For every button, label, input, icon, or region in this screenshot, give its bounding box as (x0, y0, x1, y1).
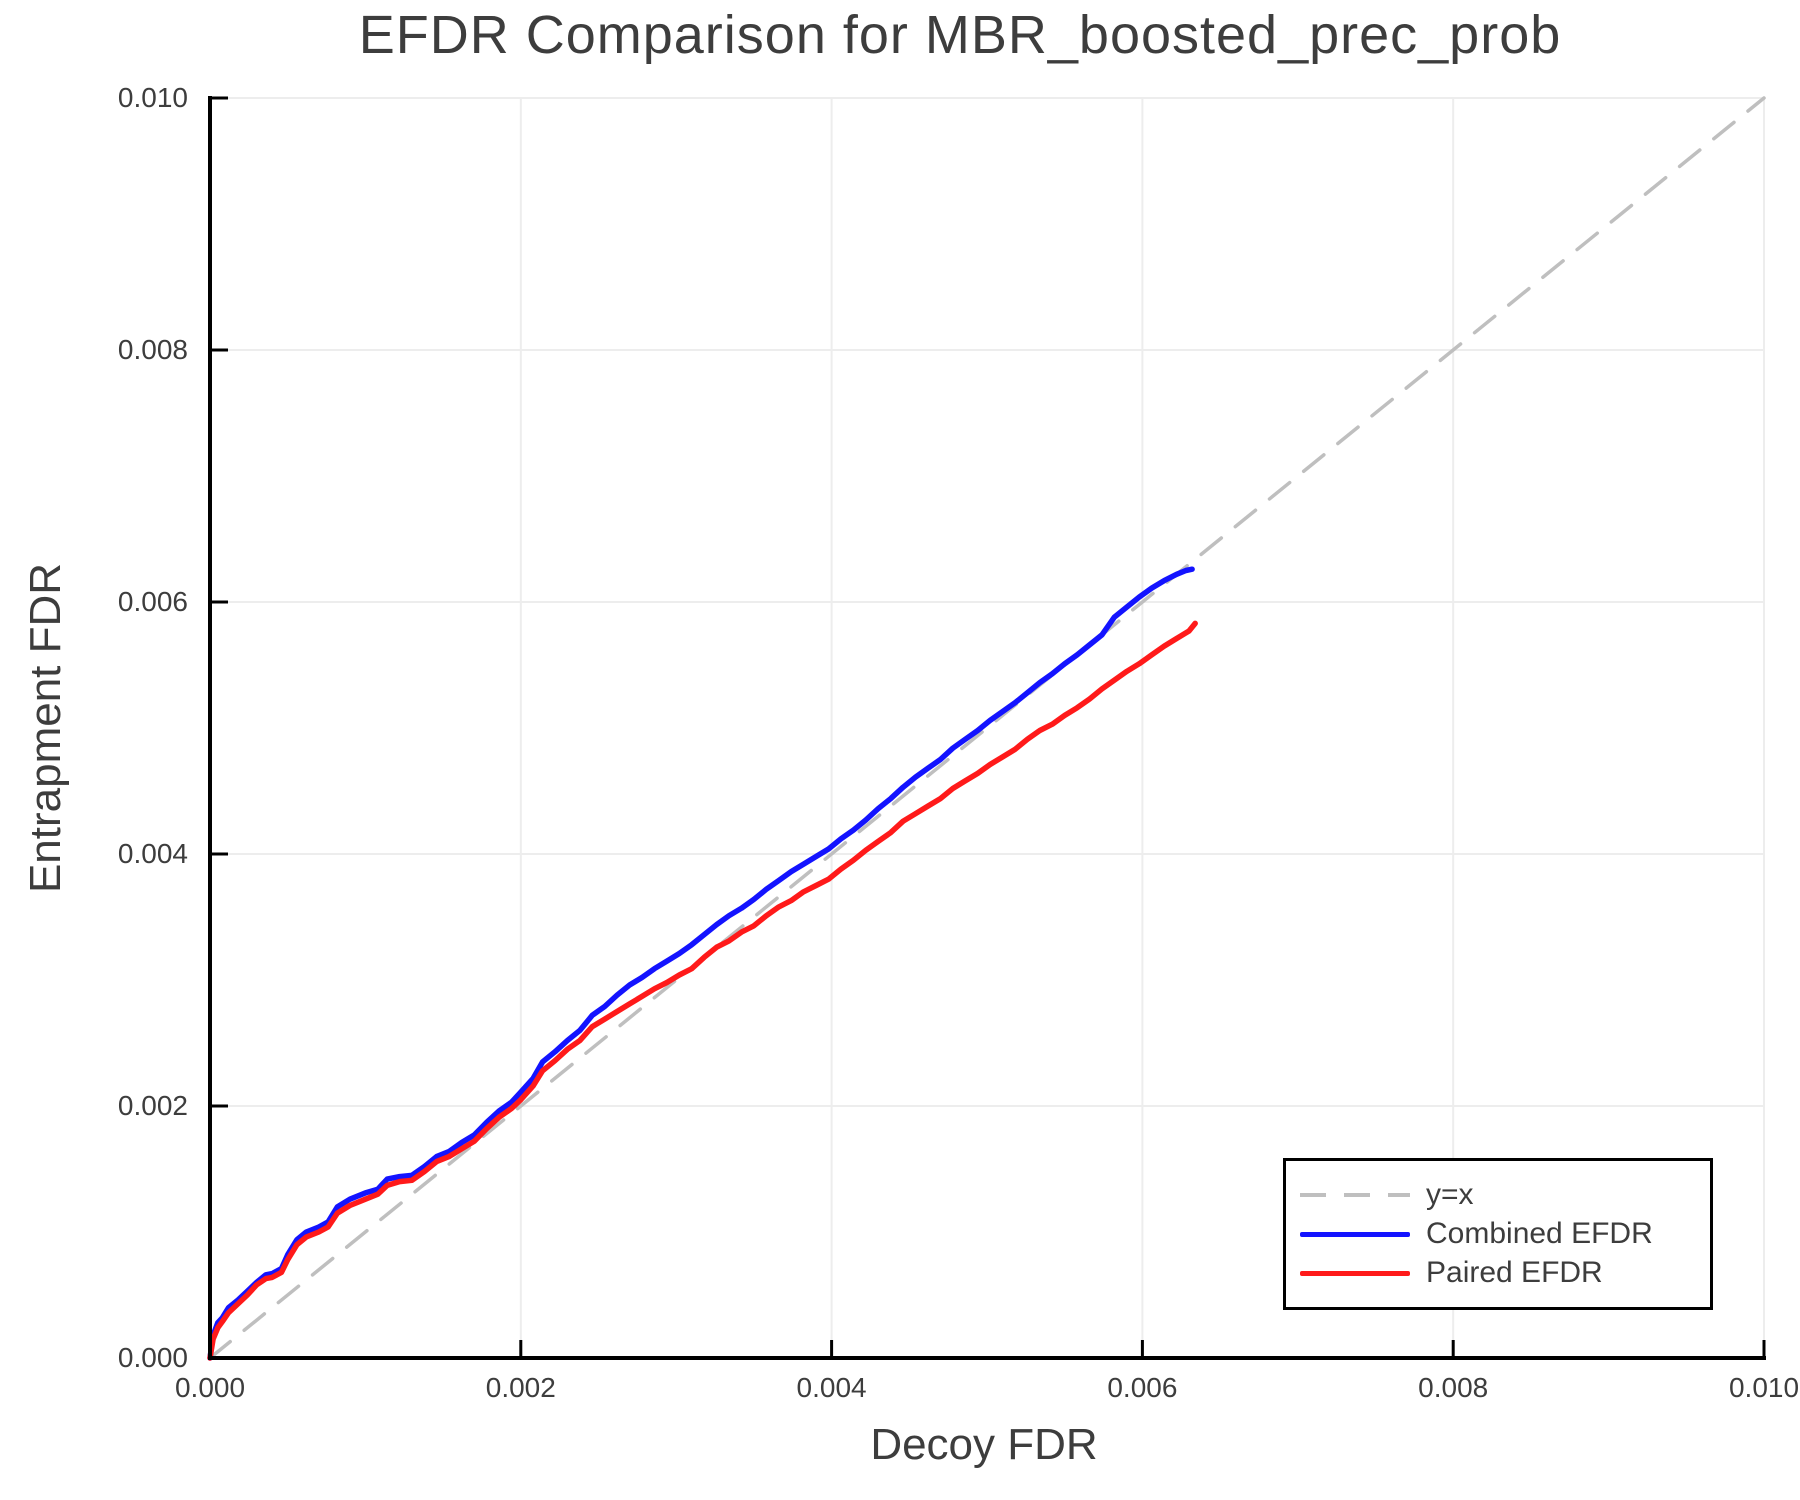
paired-line-swatch (1300, 1270, 1410, 1276)
dashed-line-swatch (1300, 1193, 1410, 1197)
y-tick-label: 0.000 (117, 1342, 188, 1373)
diagonal-reference-line (208, 96, 1766, 1360)
y-tick-label: 0.008 (117, 334, 188, 365)
legend-row-combined: Combined EFDR (1300, 1219, 1710, 1249)
y-tick-label: 0.006 (117, 586, 188, 617)
paired-efdr-line (207, 620, 1198, 1361)
legend-label-yx: y=x (1426, 1178, 1474, 1211)
legend-row-paired: Paired EFDR (1300, 1258, 1710, 1288)
legend-label-combined: Combined EFDR (1426, 1217, 1653, 1250)
x-tick-label: 0.000 (174, 1372, 246, 1403)
legend-box: y=x Combined EFDR Paired EFDR (1283, 1158, 1713, 1310)
y-tick-label: 0.010 (117, 82, 188, 113)
combined-line-swatch (1300, 1231, 1410, 1237)
y-tick-label: 0.004 (117, 838, 188, 869)
x-axis-label: Decoy FDR (870, 1420, 1098, 1469)
x-tick-label: 0.008 (1418, 1372, 1489, 1403)
y-tick-label: 0.002 (117, 1090, 188, 1121)
chart-title: EFDR Comparison for MBR_boosted_prec_pro… (358, 5, 1562, 65)
legend-row-yx: y=x (1300, 1180, 1710, 1210)
legend-label-paired: Paired EFDR (1426, 1256, 1603, 1289)
x-tick-label: 0.004 (796, 1372, 867, 1403)
x-tick-label: 0.010 (1728, 1372, 1800, 1403)
x-tick-label: 0.006 (1107, 1372, 1178, 1403)
combined-efdr-line (207, 566, 1195, 1361)
y-axis-label: Entrapment FDR (21, 562, 70, 894)
x-tick-label: 0.002 (485, 1372, 556, 1403)
